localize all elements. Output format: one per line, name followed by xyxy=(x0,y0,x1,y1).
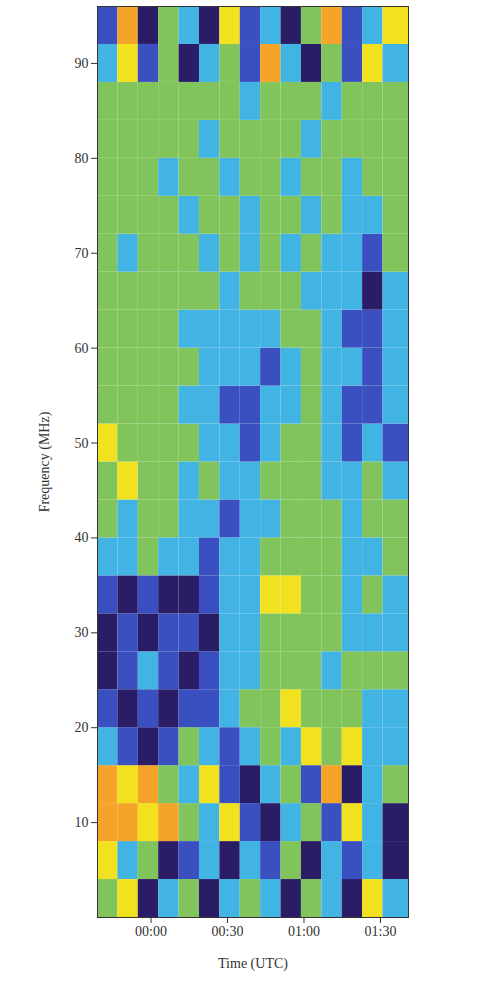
svg-text:Time (UTC): Time (UTC) xyxy=(218,956,288,972)
svg-text:Frequency (MHz): Frequency (MHz) xyxy=(37,411,53,512)
svg-text:00:00: 00:00 xyxy=(135,924,167,939)
svg-text:10: 10 xyxy=(75,815,89,830)
svg-text:80: 80 xyxy=(75,151,89,166)
svg-text:00:30: 00:30 xyxy=(212,924,244,939)
svg-text:01:00: 01:00 xyxy=(288,924,320,939)
svg-text:40: 40 xyxy=(75,530,89,545)
svg-text:20: 20 xyxy=(75,720,89,735)
svg-text:50: 50 xyxy=(75,436,89,451)
svg-text:30: 30 xyxy=(75,625,89,640)
svg-text:90: 90 xyxy=(75,56,89,71)
svg-text:01:30: 01:30 xyxy=(365,924,397,939)
svg-text:60: 60 xyxy=(75,341,89,356)
svg-text:70: 70 xyxy=(75,246,89,261)
